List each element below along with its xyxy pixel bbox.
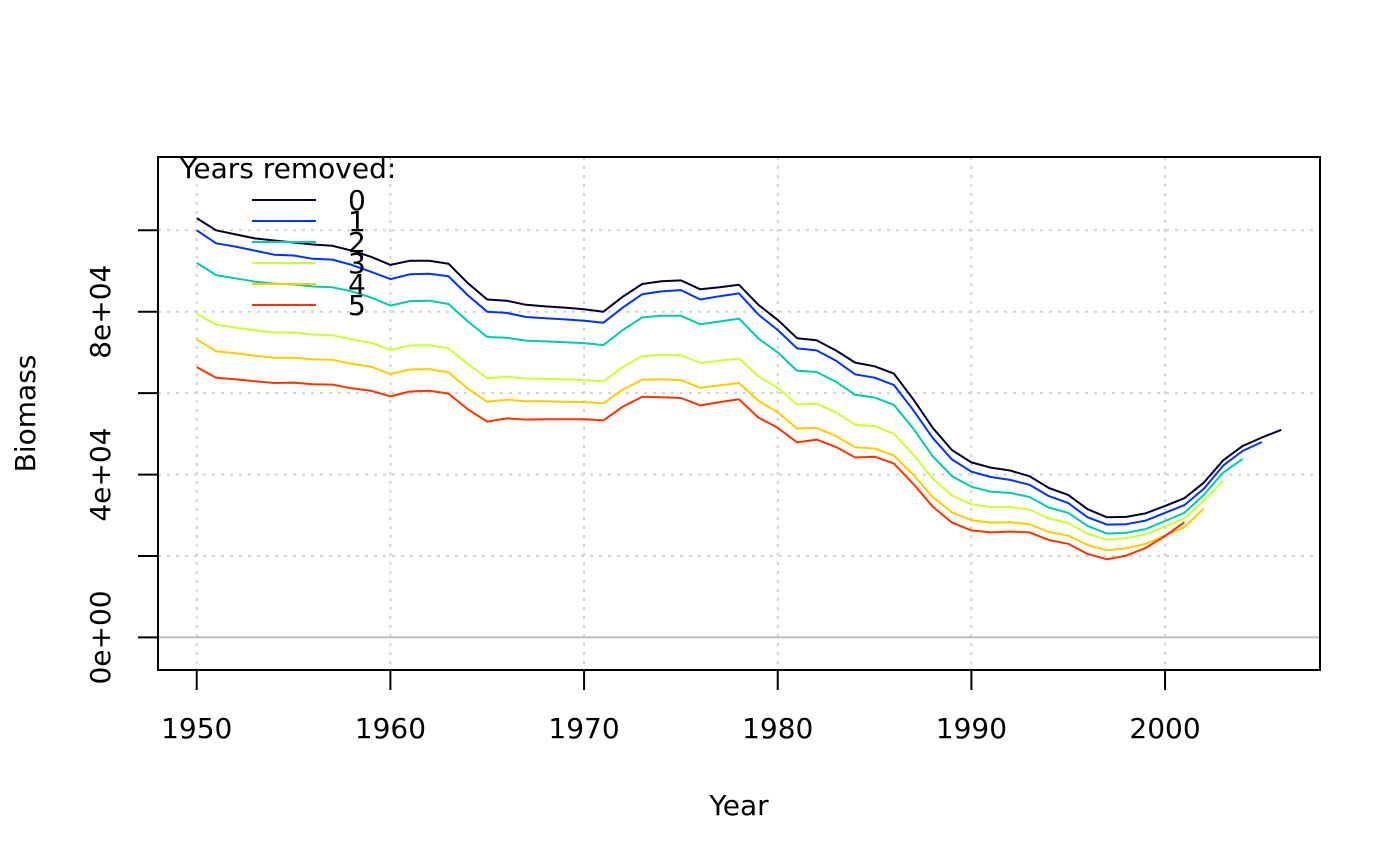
series-line-5 [196,366,1185,561]
legend-label-0: 0 [348,184,366,217]
series-line-4 [196,338,1205,552]
legend-title: Years removed: [179,152,396,185]
series-line-3 [196,312,1224,541]
x-axis-title: Year [708,789,769,822]
plot-area-border [157,156,1321,671]
x-tick-label: 1950 [161,712,232,745]
x-tick-label: 1990 [936,712,1007,745]
x-tick-label: 1970 [548,712,619,745]
x-tick-label: 2000 [1129,712,1200,745]
x-axis: 1950 1960 1970 1980 1990 2000 [161,669,1201,745]
legend-label-5: 5 [348,289,366,322]
y-tick-label: 8e+04 [84,265,117,359]
y-tick-label: 0e+00 [84,590,117,684]
legend-label-3: 3 [348,247,366,280]
y-tick-label: 4e+04 [84,428,117,522]
legend-label-2: 2 [348,226,366,259]
x-tick-label: 1980 [742,712,813,745]
series-line-1 [196,229,1263,526]
legend-label-4: 4 [348,268,366,301]
series-line-0 [196,217,1282,519]
x-tick-label: 1960 [355,712,426,745]
y-axis: 0e+00 4e+04 8e+04 [84,229,159,684]
series-line-2 [196,262,1244,535]
grid [158,157,1320,670]
y-axis-title: Biomass [9,355,42,473]
series-layer [196,217,1282,561]
legend-label-1: 1 [348,205,366,238]
